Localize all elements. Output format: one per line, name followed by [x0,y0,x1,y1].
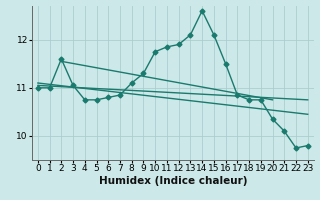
X-axis label: Humidex (Indice chaleur): Humidex (Indice chaleur) [99,176,247,186]
